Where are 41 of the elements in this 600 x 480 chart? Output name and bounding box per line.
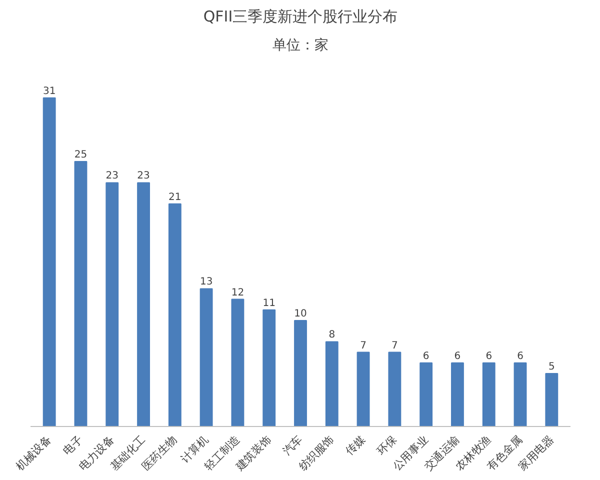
chart-title: QFII三季度新进个股行业分布 — [203, 8, 398, 26]
bar — [294, 320, 307, 426]
data-label: 23 — [137, 170, 150, 182]
bar — [514, 362, 527, 426]
data-label: 12 — [231, 287, 244, 298]
bar — [137, 182, 150, 426]
data-label: 25 — [74, 150, 88, 161]
bar — [388, 352, 402, 426]
data-label: 6 — [454, 350, 461, 362]
data-label: 7 — [360, 340, 366, 352]
bar — [74, 161, 88, 426]
bar — [200, 288, 213, 426]
x-tick-label: 机械设备 — [14, 432, 54, 474]
data-label: 6 — [486, 350, 492, 362]
data-label: 13 — [200, 276, 213, 288]
data-label: 6 — [422, 350, 430, 362]
bar — [168, 203, 182, 426]
data-label: 31 — [42, 86, 56, 97]
bar — [231, 298, 244, 426]
data-label: 10 — [294, 308, 307, 320]
bar — [482, 362, 496, 426]
x-tick-label: 电子 — [60, 432, 86, 458]
x-tick-label: 传媒 — [343, 432, 368, 458]
bar — [42, 97, 56, 426]
bar — [356, 352, 370, 426]
bar — [545, 373, 558, 426]
data-label: 7 — [392, 340, 398, 352]
chart-subtitle: 单位：家 — [272, 38, 328, 54]
data-label: 5 — [548, 362, 555, 373]
data-label: 23 — [106, 170, 118, 182]
bar — [451, 362, 464, 426]
data-label: 21 — [168, 192, 182, 203]
x-tick-label: 环保 — [374, 432, 400, 458]
bar — [420, 362, 433, 426]
bar — [262, 309, 276, 426]
bar — [106, 182, 119, 426]
data-label: 8 — [328, 330, 336, 341]
data-label: 6 — [517, 350, 524, 362]
bar — [325, 341, 338, 426]
x-tick-label: 汽车 — [280, 432, 306, 458]
data-label: 11 — [262, 298, 276, 309]
